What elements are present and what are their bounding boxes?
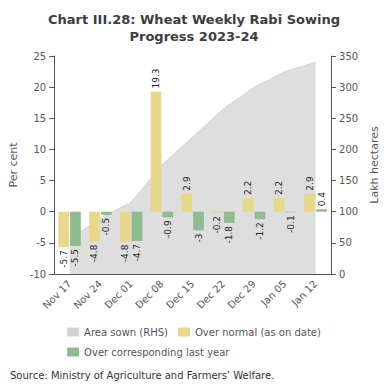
svg-text:Jan 05: Jan 05 [258, 278, 289, 309]
svg-text:Over corresponding last year: Over corresponding last year [84, 347, 230, 358]
svg-text:-0.1: -0.1 [286, 215, 296, 233]
svg-text:-1.8: -1.8 [224, 226, 234, 244]
svg-text:Per cent: Per cent [7, 142, 20, 188]
svg-text:Jan 12: Jan 12 [289, 278, 320, 309]
svg-text:-5: -5 [36, 237, 46, 248]
svg-text:Area sown (RHS): Area sown (RHS) [84, 327, 168, 338]
svg-text:Lakh hectares: Lakh hectares [368, 126, 381, 204]
svg-text:Source: Ministry of Agricultur: Source: Ministry of Agriculture and Farm… [10, 370, 274, 381]
svg-text:-4.8: -4.8 [120, 244, 130, 262]
svg-text:-4.8: -4.8 [89, 244, 99, 262]
svg-text:100: 100 [339, 206, 358, 217]
svg-text:-5.7: -5.7 [59, 250, 69, 268]
svg-text:0.4: 0.4 [317, 192, 327, 207]
svg-text:0: 0 [40, 206, 46, 217]
svg-text:-10: -10 [30, 269, 46, 280]
svg-text:Chart III.28: Wheat Weekly Rab: Chart III.28: Wheat Weekly Rabi Sowing [48, 12, 340, 27]
svg-text:300: 300 [339, 82, 358, 93]
svg-text:350: 350 [339, 51, 358, 62]
svg-text:15: 15 [33, 113, 46, 124]
svg-text:150: 150 [339, 175, 358, 186]
svg-text:-0.2: -0.2 [212, 216, 222, 234]
svg-text:20: 20 [33, 82, 46, 93]
svg-text:Dec 08: Dec 08 [133, 278, 166, 311]
svg-text:200: 200 [339, 144, 358, 155]
svg-text:2.9: 2.9 [305, 176, 315, 191]
svg-text:-0.9: -0.9 [163, 220, 173, 238]
svg-text:-5.5: -5.5 [70, 249, 80, 267]
svg-text:Dec 29: Dec 29 [225, 278, 258, 311]
svg-text:-4.7: -4.7 [132, 244, 142, 262]
svg-text:Nov 17: Nov 17 [41, 278, 74, 311]
svg-text:-1.2: -1.2 [255, 222, 265, 240]
svg-text:2.2: 2.2 [243, 181, 253, 195]
svg-text:2.2: 2.2 [274, 181, 284, 195]
svg-text:2.9: 2.9 [182, 176, 192, 191]
svg-text:Dec 15: Dec 15 [164, 278, 197, 311]
svg-text:25: 25 [33, 51, 46, 62]
svg-text:-0.5: -0.5 [101, 218, 111, 236]
svg-text:Dec 01: Dec 01 [102, 278, 135, 311]
svg-text:Dec 22: Dec 22 [195, 278, 228, 311]
svg-text:19.3: 19.3 [151, 68, 161, 88]
svg-text:5: 5 [40, 175, 46, 186]
svg-text:Over normal (as on date): Over normal (as on date) [195, 327, 321, 338]
svg-text:250: 250 [339, 113, 358, 124]
svg-text:Progress 2023-24: Progress 2023-24 [129, 29, 258, 44]
svg-text:-3: -3 [194, 233, 204, 242]
svg-text:10: 10 [33, 144, 46, 155]
svg-text:Nov 24: Nov 24 [71, 278, 104, 311]
svg-text:0: 0 [339, 269, 345, 280]
svg-text:50: 50 [339, 237, 352, 248]
